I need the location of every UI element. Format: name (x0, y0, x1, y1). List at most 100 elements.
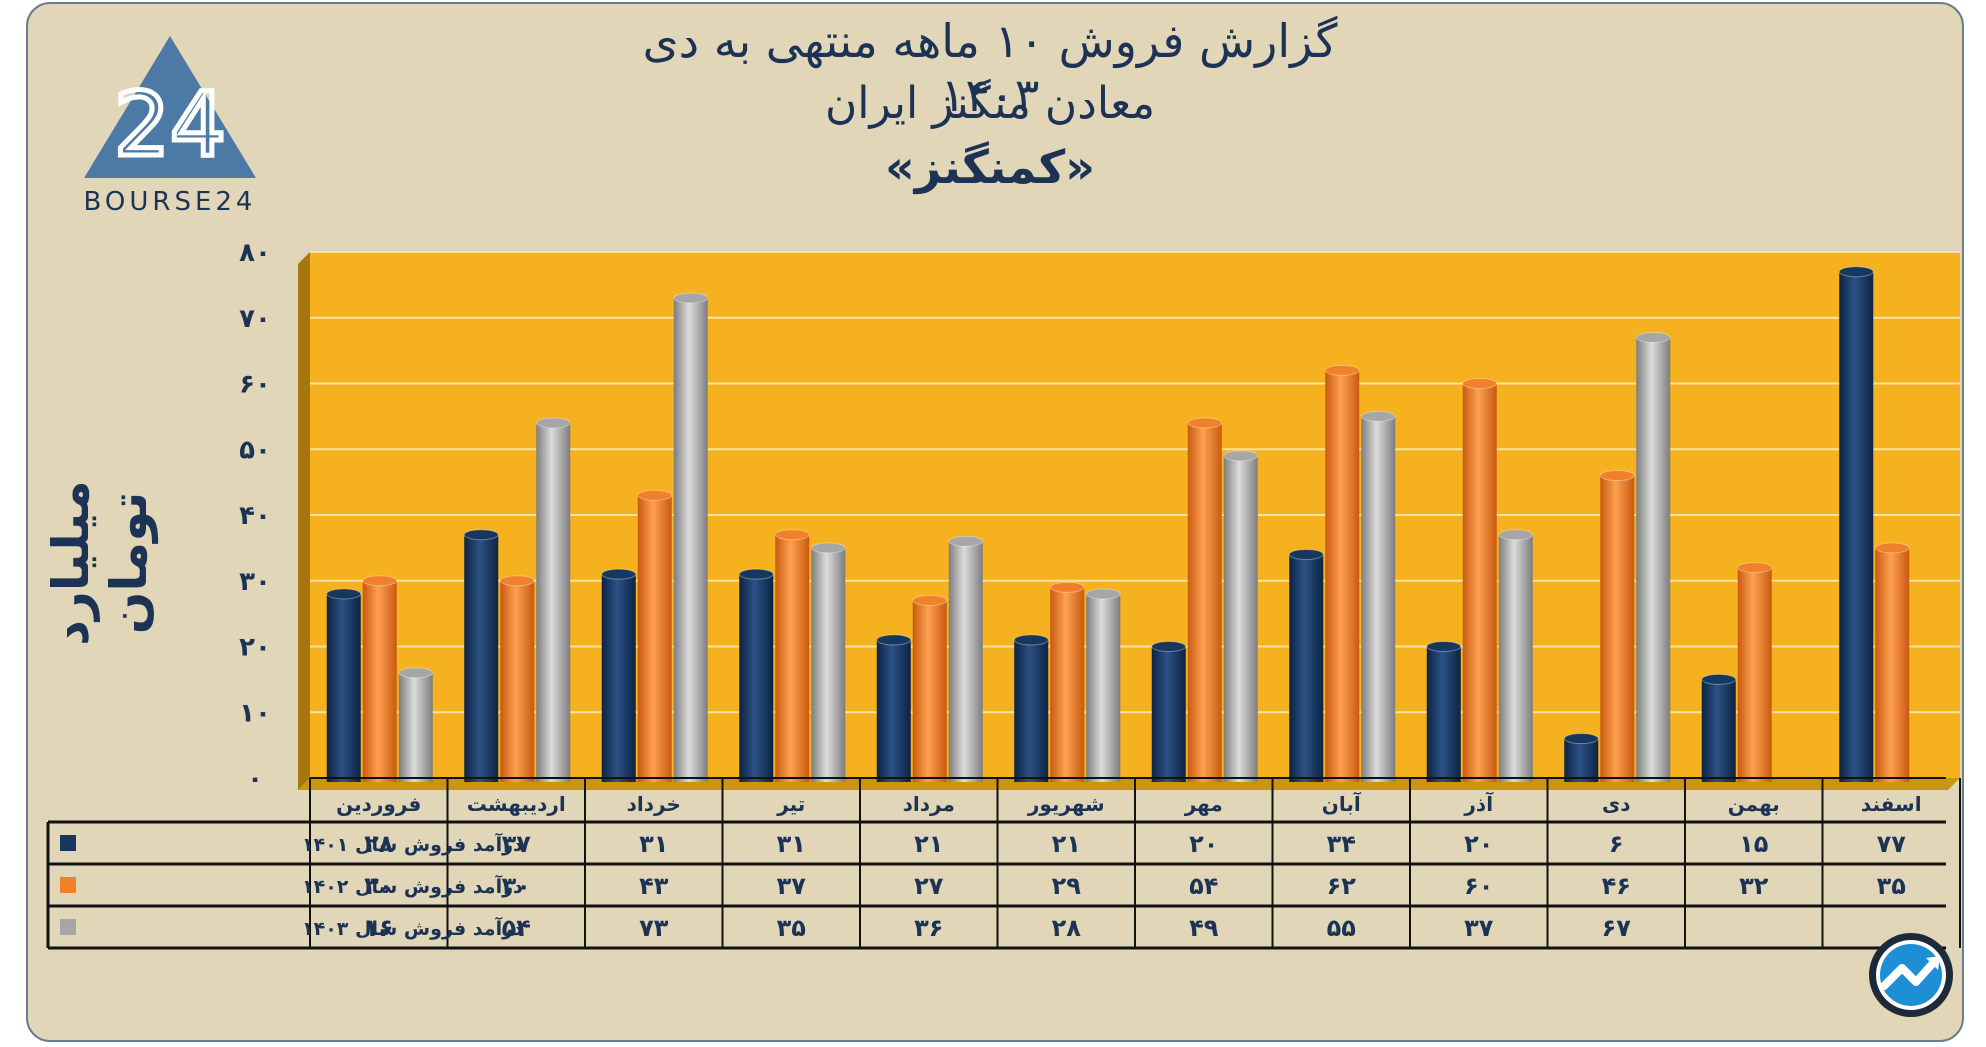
legend-swatch (60, 877, 76, 893)
logo-mark: 24 (114, 73, 226, 176)
legend-swatch (60, 919, 76, 935)
bar-cap (398, 667, 434, 679)
y-tick-label: ۱۰ (239, 698, 271, 728)
bar-cap (1360, 410, 1396, 422)
x-tick-label: تیر (776, 792, 805, 816)
legend-label: درآمد فروش سال ۱۴۰۲ (302, 874, 523, 898)
y-tick-label: ۰ (247, 764, 263, 794)
bar (1701, 679, 1736, 782)
x-tick-label: دی (1602, 792, 1631, 816)
bar (1361, 416, 1396, 782)
table-value: ۶۲ (1327, 872, 1357, 900)
bar (739, 574, 774, 782)
x-tick-label: فروردین (336, 792, 421, 816)
bar (948, 541, 983, 782)
bar-cap (912, 594, 948, 606)
bar (601, 574, 636, 782)
chart-company-name: «کمنگنز» (885, 140, 1095, 194)
bar-cap (637, 489, 673, 501)
y-tick-label: ۲۰ (239, 633, 271, 663)
bar (464, 534, 499, 782)
bar (1325, 370, 1360, 782)
table-value: ۲۸ (364, 830, 394, 858)
bar (362, 580, 397, 782)
bar (1839, 271, 1874, 782)
bar (1086, 593, 1121, 782)
table-value: ۳۴ (1327, 830, 1356, 858)
bourse24-logo: 24 BOURSE24 (84, 36, 257, 215)
bar (1636, 337, 1671, 782)
bar-cap (1049, 581, 1085, 593)
chart-subtitle: معادن منگنز ایران (824, 78, 1156, 129)
bar-cap (810, 542, 846, 554)
bar-cap (1187, 417, 1223, 429)
bar (1737, 567, 1772, 782)
x-tick-label: آبان (1322, 791, 1362, 816)
bar-cap (1426, 641, 1462, 652)
x-tick-label: آذر (1463, 791, 1494, 816)
x-tick-label: خرداد (627, 792, 681, 816)
table-value: ۳۵ (777, 914, 806, 942)
bar-cap (1599, 470, 1635, 482)
bar (876, 639, 911, 782)
bar (398, 672, 433, 782)
bar (1289, 554, 1324, 782)
table-value: ۳۵ (1877, 872, 1906, 900)
y-tick-label: ۴۰ (239, 501, 271, 531)
y-tick-label: ۳۰ (239, 567, 271, 597)
y-tick-label: ۸۰ (239, 238, 271, 268)
bar-cap (1013, 634, 1049, 646)
bar-cap (1151, 641, 1187, 652)
x-tick-label: مرداد (903, 792, 955, 816)
bar (1050, 587, 1085, 782)
bar (673, 298, 708, 782)
x-tick-label: شهریور (1027, 792, 1105, 816)
bar-cap (948, 535, 984, 547)
bar-cap (1085, 588, 1121, 600)
legend-label: درآمد فروش سال ۱۴۰۱ (302, 832, 523, 856)
legend-swatch (60, 835, 76, 851)
bar (1498, 534, 1533, 782)
bar (536, 422, 571, 782)
bar-cap (1737, 562, 1773, 574)
bar (1014, 639, 1049, 782)
table-value: ۴۹ (1189, 914, 1219, 942)
table-value: ۴۶ (1602, 872, 1631, 900)
bar (1600, 475, 1635, 782)
bar-cap (876, 634, 912, 646)
bar-cap (774, 529, 810, 541)
table-value: ۶۷ (1602, 914, 1632, 942)
table-value: ۲۸ (1052, 914, 1082, 942)
table-value: ۲۱ (914, 830, 943, 858)
bar-cap (463, 529, 499, 541)
table-value: ۱۶ (364, 914, 393, 942)
bar (1187, 422, 1222, 782)
table-value: ۲۹ (1052, 872, 1082, 900)
table-value: ۷۳ (639, 914, 669, 942)
table-value: ۵۴ (502, 914, 531, 942)
plot-side-wall (298, 252, 310, 790)
table-value: ۷۷ (1877, 830, 1907, 858)
x-tick-label: مهر (1184, 792, 1223, 816)
bar-cap (1838, 266, 1874, 278)
bar-cap (499, 575, 535, 587)
bar-cap (1223, 450, 1259, 462)
bar (1462, 383, 1497, 782)
table-value: ۶۰ (1464, 872, 1493, 900)
x-tick-label: بهمن (1728, 792, 1780, 816)
table-value: ۳۲ (1739, 872, 1769, 900)
plot-floor (298, 778, 1960, 790)
bar (1151, 646, 1186, 782)
bar-cap (1324, 364, 1360, 376)
bar-cap (1874, 542, 1910, 554)
table-value: ۲۷ (914, 872, 944, 900)
bar-cap (535, 417, 571, 429)
table-value: ۴۳ (639, 872, 669, 900)
logo-text: BOURSE24 (84, 187, 257, 215)
bar (775, 534, 810, 782)
bar-cap (1288, 548, 1324, 560)
y-tick-label: ۶۰ (239, 370, 271, 400)
y-tick-label: ۷۰ (239, 304, 271, 334)
logo-triangle (84, 36, 256, 178)
